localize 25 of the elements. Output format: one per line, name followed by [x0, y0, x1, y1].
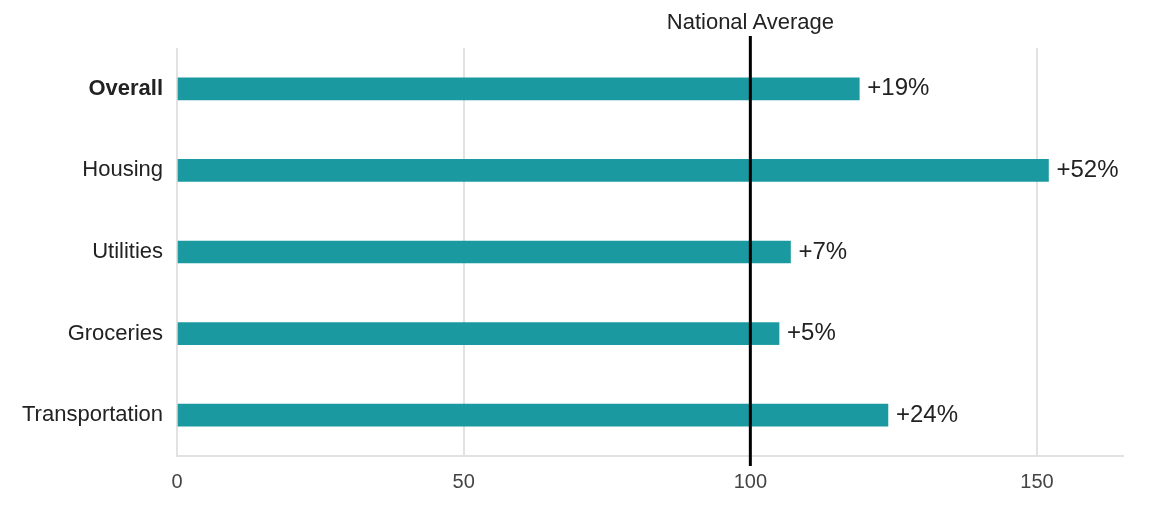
bar — [177, 240, 751, 264]
x-tick-label: 0 — [171, 469, 183, 492]
y-tick-label: Housing — [82, 156, 164, 182]
ref-line-label: National Average — [666, 9, 834, 35]
data-label: +19% — [867, 73, 930, 101]
data-label: +52% — [1056, 155, 1119, 183]
data-label: +5% — [787, 318, 836, 346]
y-tick-label: Utilities — [92, 238, 164, 264]
bar — [750, 240, 791, 264]
x-tick-label: 100 — [733, 469, 768, 492]
bar — [177, 159, 751, 182]
bar — [177, 322, 751, 345]
bar — [750, 322, 780, 345]
bar — [750, 77, 860, 101]
y-tick-label: Transportation — [21, 401, 164, 427]
y-tick-label: Groceries — [67, 319, 164, 345]
bar — [177, 77, 751, 101]
x-tick-label: 150 — [1020, 469, 1054, 492]
bar — [750, 403, 889, 427]
data-label: +7% — [798, 236, 848, 264]
y-tick-label: Overall — [88, 74, 164, 100]
bar — [177, 403, 751, 427]
x-tick-label: 50 — [452, 469, 475, 492]
bar — [750, 159, 1049, 182]
data-label: +24% — [895, 399, 958, 427]
